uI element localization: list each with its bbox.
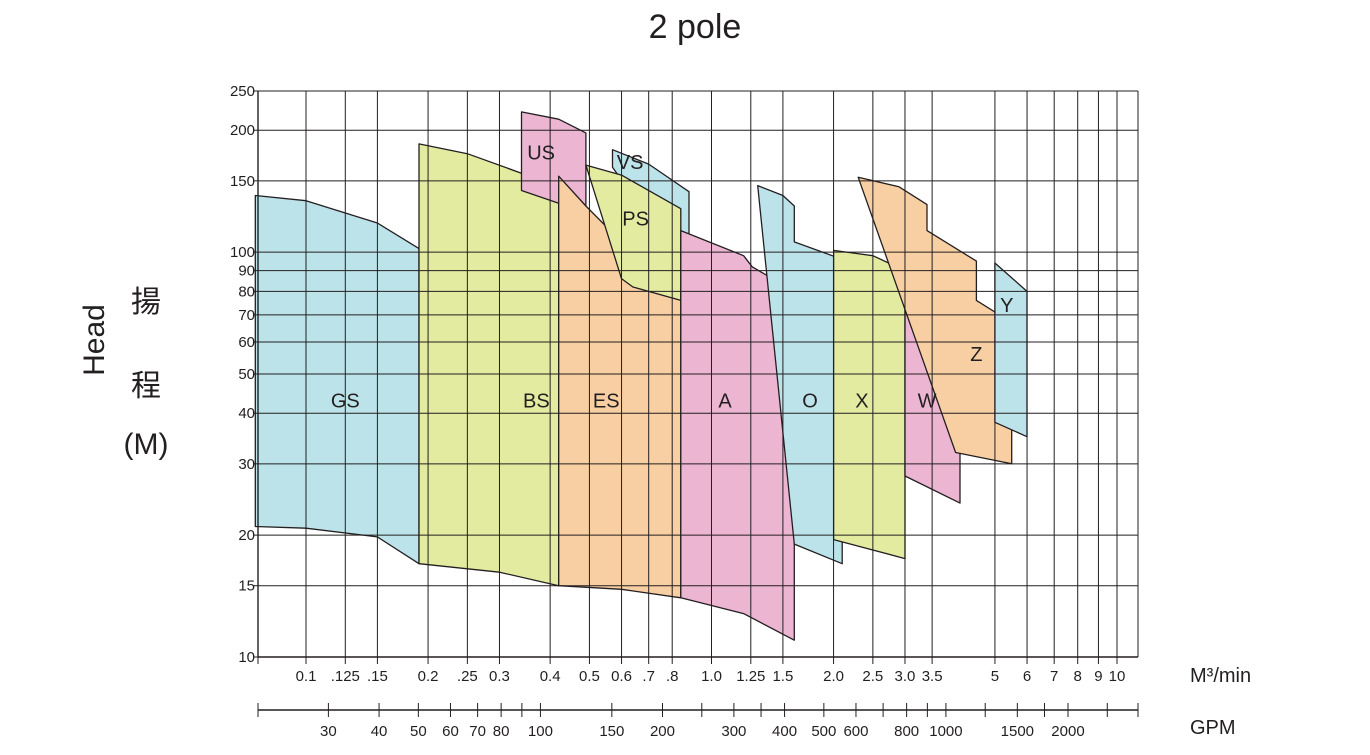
x-tick-label-top: 0.3 <box>489 668 510 685</box>
region-label-us: US <box>527 143 555 165</box>
axes-layer: 250 200 150 100 90 80 70 60 50 40 30 20 15 10 0.1 .125.… <box>230 83 1139 740</box>
x-tick-label-top: 6 <box>1023 668 1031 685</box>
y-tick-label: 40 <box>238 405 255 422</box>
x-tick-label-top: 7 <box>1050 668 1058 685</box>
chart-title: 2 pole <box>649 8 742 46</box>
y-tick-label: 60 <box>238 334 255 351</box>
region-label-a: A <box>718 391 732 413</box>
y-axis-label-en: Head <box>78 304 111 376</box>
x-unit-bottom: GPM <box>1190 717 1236 739</box>
region-y <box>994 262 1028 438</box>
x-tick-label-gpm: 500 <box>811 723 836 740</box>
region-label-es: ES <box>593 391 620 413</box>
x-unit-top: M³/min <box>1190 665 1251 687</box>
x-tick-label-top: .125 <box>331 668 360 685</box>
x-tick-label-top: 5 <box>991 668 999 685</box>
x-tick-label-top: 0.6 <box>611 668 632 685</box>
y-tick-label: 30 <box>238 456 255 473</box>
region-o <box>757 184 843 565</box>
y-tick-label: 200 <box>230 122 255 139</box>
x-tick-label-gpm: 600 <box>843 723 868 740</box>
x-tick-label-gpm: 800 <box>894 723 919 740</box>
x-tick-label-top: 10 <box>1109 668 1126 685</box>
x-tick-label-top: 9 <box>1094 668 1102 685</box>
region-x <box>832 249 906 560</box>
regions-layer <box>254 111 1028 641</box>
x-tick-label-top: 1.25 <box>736 668 765 685</box>
y-tick-label: 50 <box>238 366 255 383</box>
x-tick-label-top: 3.0 <box>895 668 916 685</box>
x-tick-label-top: 0.5 <box>579 668 600 685</box>
region-label-gs: GS <box>331 391 360 413</box>
region-label-z: Z <box>970 344 982 366</box>
x-tick-label-top: 1.0 <box>701 668 722 685</box>
x-tick-label-gpm: 400 <box>772 723 797 740</box>
y-tick-label: 20 <box>238 527 255 544</box>
x-tick-label-gpm: 60 <box>442 723 459 740</box>
region-gs <box>254 194 420 565</box>
x-tick-label-gpm: 40 <box>371 723 388 740</box>
y-tick-label: 100 <box>230 244 255 261</box>
x-tick-label-top: 0.4 <box>540 668 561 685</box>
x-tick-label-gpm: 100 <box>528 723 553 740</box>
region-label-vs: VS <box>617 152 644 174</box>
x-tick-label-gpm: 80 <box>493 723 510 740</box>
y-axis-label-cn1: 揚 <box>131 286 161 319</box>
y-tick-label: 70 <box>238 307 255 324</box>
x-tick-label-top: 0.2 <box>418 668 439 685</box>
y-tick-label: 250 <box>230 83 255 100</box>
grid-layer <box>258 90 1139 658</box>
y-tick-label: 10 <box>238 649 255 666</box>
x-tick-label-top: 2.5 <box>862 668 883 685</box>
x-tick-label-top: 2.0 <box>823 668 844 685</box>
x-tick-label-gpm: 70 <box>469 723 486 740</box>
x-tick-label-top: 3.5 <box>922 668 943 685</box>
x-tick-label-gpm: 30 <box>320 723 337 740</box>
x-tick-label-gpm: 1000 <box>929 723 962 740</box>
region-label-o: O <box>802 391 818 413</box>
region-label-ps: PS <box>622 209 649 231</box>
x-tick-label-gpm: 1500 <box>1001 723 1034 740</box>
region-label-w: W <box>918 391 937 413</box>
y-tick-label: 150 <box>230 173 255 190</box>
x-tick-label-top: .8 <box>666 668 679 685</box>
x-tick-label-gpm: 200 <box>650 723 675 740</box>
region-bs <box>418 143 560 587</box>
region-labels-layer: GS BS US ES VS PS A O X W Z Y <box>331 143 1014 413</box>
region-z <box>857 176 1013 465</box>
region-label-y: Y <box>1000 295 1013 317</box>
x-tick-label-gpm: 300 <box>721 723 746 740</box>
y-tick-label: 90 <box>238 263 255 280</box>
y-tick-label: 15 <box>238 578 255 595</box>
x-tick-label-gpm: 2000 <box>1051 723 1084 740</box>
x-tick-label-top: .15 <box>367 668 388 685</box>
x-tick-label-top: .25 <box>457 668 478 685</box>
y-tick-label: 80 <box>238 283 255 300</box>
x-tick-label-top: 0.1 <box>296 668 317 685</box>
region-label-x: X <box>855 391 868 413</box>
x-tick-label-top: 1.5 <box>772 668 793 685</box>
x-tick-label-top: 8 <box>1074 668 1082 685</box>
region-label-bs: BS <box>523 391 550 413</box>
x-tick-label-gpm: 50 <box>410 723 427 740</box>
x-tick-label-gpm: 150 <box>599 723 624 740</box>
y-axis-label-unit: (M) <box>124 428 169 461</box>
x-tick-label-top: .7 <box>642 668 655 685</box>
y-axis-label-cn2: 程 <box>131 370 161 403</box>
